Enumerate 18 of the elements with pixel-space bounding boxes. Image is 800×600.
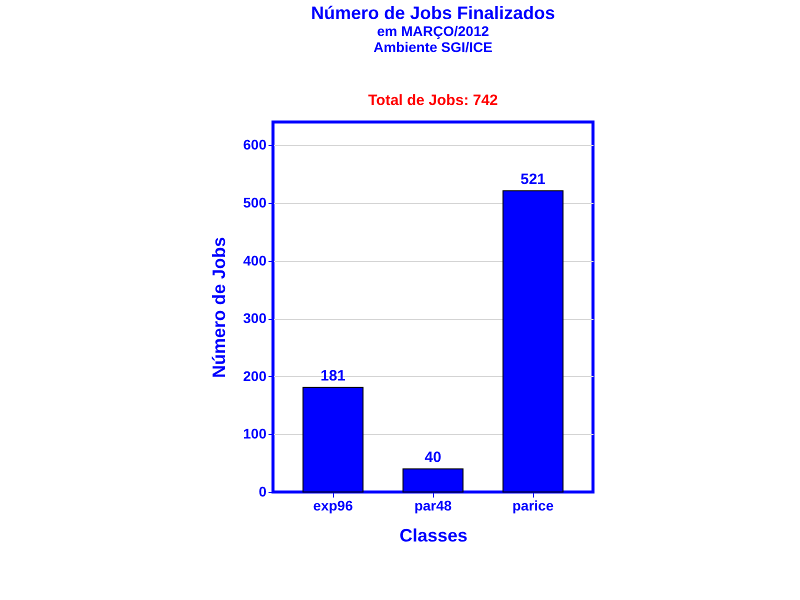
y-tick-label: 0	[258, 484, 267, 500]
y-tick-label: 400	[243, 252, 267, 268]
data-label: 521	[520, 170, 546, 188]
y-tick-label: 500	[243, 194, 267, 210]
y-tick-label: 600	[243, 136, 267, 153]
y-tick-label: 100	[243, 426, 267, 442]
chart-subtitle: em MARÇO/2012 Ambiente SGI/ICE	[373, 23, 493, 55]
x-tick-label: exp96	[313, 498, 354, 514]
text: Total de Jobs: 742	[368, 92, 498, 109]
y-tick-label: 200	[243, 368, 267, 384]
data-label: 40	[424, 448, 442, 466]
x-tick-label: parice	[512, 498, 554, 514]
data-label: 181	[320, 367, 346, 384]
chart-title: Número de Jobs Finalizados	[310, 3, 556, 23]
y-axis-title: Número de Jobs	[209, 236, 230, 378]
x-tick-label: par48	[414, 498, 452, 514]
x-axis-title: Classes	[399, 526, 468, 546]
y-tick-label: 300	[243, 310, 267, 326]
